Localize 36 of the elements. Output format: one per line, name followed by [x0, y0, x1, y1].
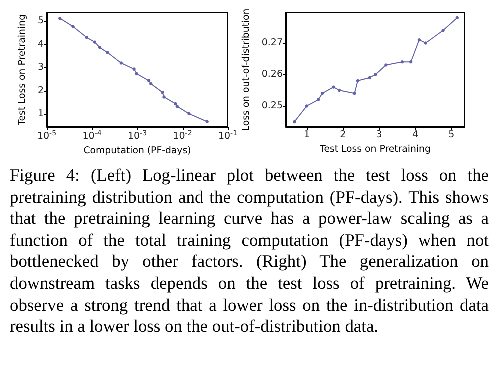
- point: [400, 60, 404, 64]
- x-axis-title: Computation (PF-days): [84, 145, 192, 156]
- x-tick-label: 5: [448, 130, 455, 140]
- y-tick-label: 3: [38, 62, 44, 74]
- x-tick-label: 2: [340, 130, 346, 140]
- point: [332, 86, 336, 89]
- y-tick-label: 0.25: [262, 100, 283, 112]
- x-tick-label: 4: [412, 130, 418, 140]
- point: [384, 64, 388, 67]
- y-axis-title: Test Loss on Pretraining: [17, 14, 28, 126]
- point: [305, 104, 309, 108]
- line-series: [293, 16, 460, 124]
- y-tick-label: 0.26: [262, 69, 283, 80]
- point: [368, 76, 372, 80]
- point: [356, 79, 360, 83]
- point: [293, 120, 296, 124]
- point: [374, 73, 378, 76]
- point: [418, 38, 422, 42]
- x-tick-label: 1: [304, 130, 310, 140]
- point: [456, 16, 460, 20]
- y-tick-label: 5: [38, 16, 44, 27]
- y-axis-title: Loss on out-of-distribution: [240, 8, 252, 132]
- point: [353, 92, 356, 96]
- y-tick-label: 1: [38, 108, 44, 120]
- y-tick-label: 4: [38, 38, 44, 50]
- y-tick-label: 0.27: [262, 38, 283, 49]
- point: [320, 92, 324, 96]
- caption: Figure 4: (Left) Log-linear plot between the test loss on the pretraining distribution and the computation (PF-days). This shows that the pretraining learning curve has a power-law scaling as a function of the total training computation (PF-days) when not bottlenecked by other factors. (Right) The generalization on downstream tasks depends on the test loss of pretraining. We observe a strong trend that a lower loss on the in-distribution data results in a lower loss on the out-of-distribution data.: [10, 165, 489, 338]
- x-tick-label: 3: [376, 130, 382, 140]
- point: [316, 98, 320, 102]
- point: [338, 88, 342, 92]
- point: [442, 29, 445, 32]
- y-tick-label: 2: [38, 85, 44, 96]
- point: [424, 42, 428, 45]
- x-axis-title: Test Loss on Pretraining: [319, 144, 431, 155]
- point: [410, 60, 413, 64]
